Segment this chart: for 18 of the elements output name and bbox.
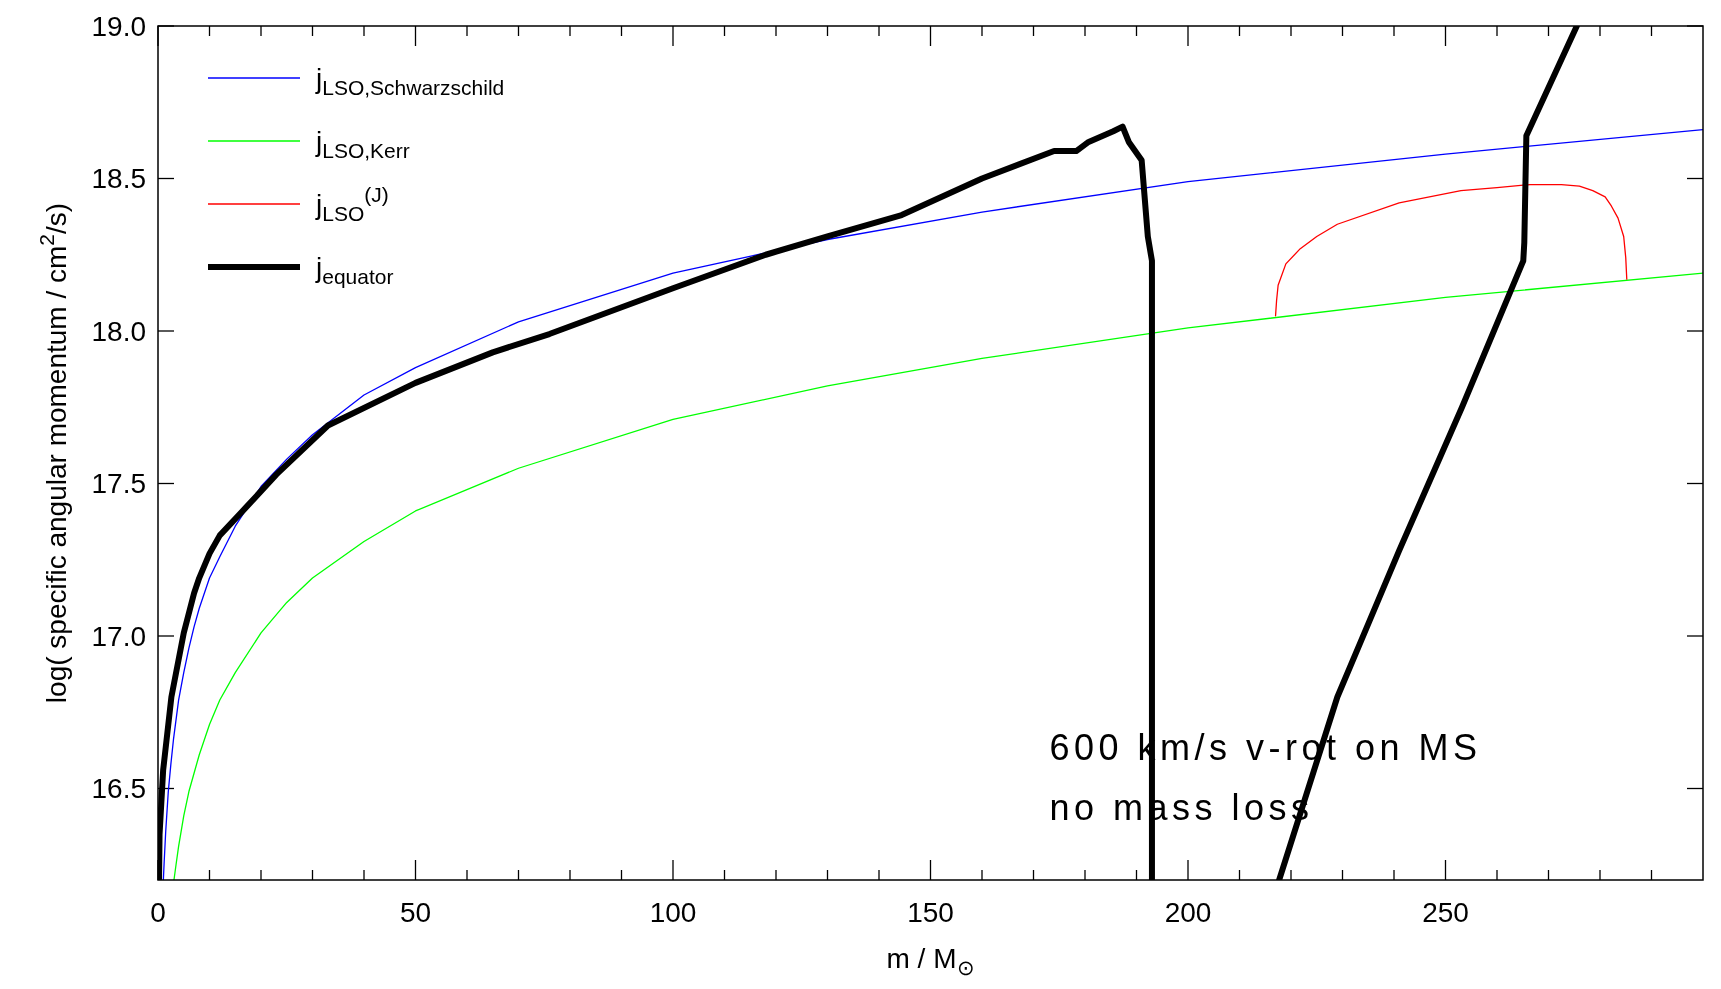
legend-label: j$_{LSO,Schwarzschild}$ xyxy=(315,63,505,100)
y-tick-label: 18.5 xyxy=(91,163,146,195)
legend-label: j$_{LSO,Kerr}$ xyxy=(315,126,410,163)
legend-label: j$_{equator}$ xyxy=(315,252,394,289)
y-tick-label: 16.5 xyxy=(91,773,146,805)
y-tick-label: 19.0 xyxy=(91,10,146,42)
x-tick-label: 100 xyxy=(649,897,697,928)
x-tick-label: 150 xyxy=(907,897,954,928)
x-tick-label: 0 xyxy=(150,897,166,928)
y-tick-label: 17.0 xyxy=(91,620,146,652)
x-tick-label: 200 xyxy=(1164,897,1212,928)
line-series xyxy=(162,129,1703,880)
x-axis-title: m / M$_{⊙}$ xyxy=(886,943,975,980)
y-tick-label: 17.5 xyxy=(91,468,146,500)
x-tick-label: 50 xyxy=(399,897,432,928)
y-tick-label: 18.0 xyxy=(91,315,146,347)
x-tick-label: 250 xyxy=(1422,897,1469,928)
line-series xyxy=(1274,183,1628,317)
